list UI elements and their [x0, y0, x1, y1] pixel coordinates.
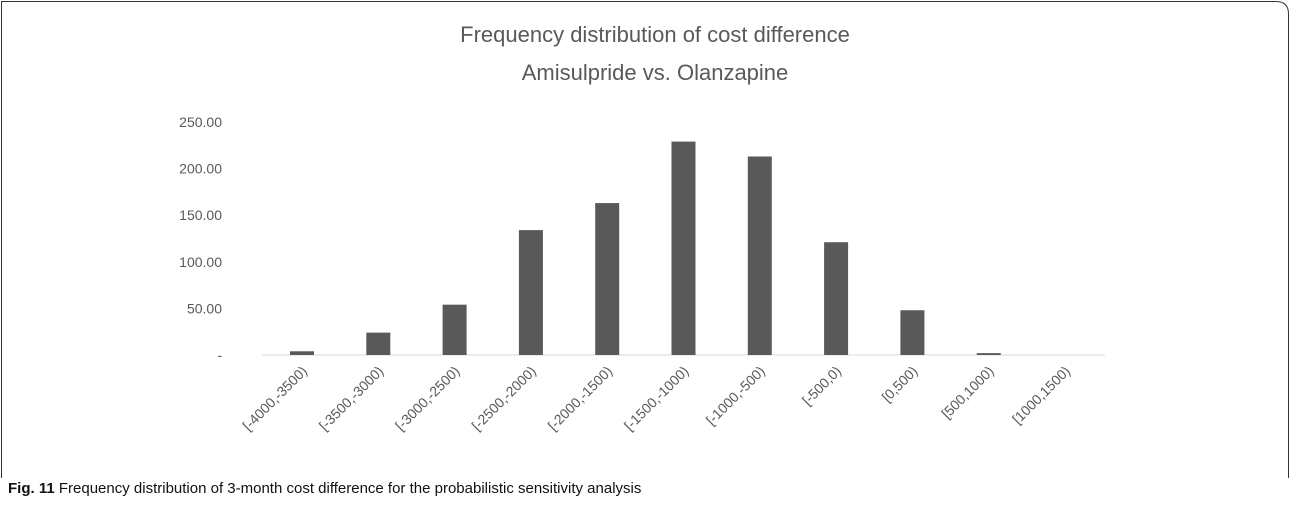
- x-tick-label: [-1500,-1000): [621, 363, 692, 434]
- y-tick-label: 100.00: [179, 254, 222, 270]
- x-tick-label: [-4000,-3500): [239, 363, 310, 434]
- caption: Fig. 11 Frequency distribution of 3-mont…: [8, 480, 641, 497]
- frame: [1, 1, 1289, 478]
- bar: [518, 230, 543, 355]
- chart-subtitle: Amisulpride vs. Olanzapine: [522, 60, 789, 85]
- x-tick-label: [-500,0): [799, 363, 844, 408]
- y-tick-label: 200.00: [179, 161, 222, 177]
- x-tick-label: [-3000,-2500): [392, 363, 463, 434]
- bar: [976, 353, 1001, 355]
- chart: Frequency distribution of cost differenc…: [1, 1, 1289, 478]
- x-tick-label: [0,500): [878, 363, 920, 405]
- caption-label: Fig. 11: [8, 480, 55, 497]
- bar: [442, 304, 467, 355]
- y-tick-label: 50.00: [187, 300, 222, 316]
- x-tick-label: [500,1000): [938, 363, 997, 422]
- x-tick-label: [1000,1500): [1009, 363, 1073, 427]
- caption-text: Frequency distribution of 3-month cost d…: [58, 480, 642, 497]
- x-tick-label: [-2500,-2000): [468, 363, 539, 434]
- x-tick-label: [-1000,-500): [703, 363, 768, 428]
- chart-title: Frequency distribution of cost differenc…: [460, 22, 850, 47]
- bar: [366, 332, 391, 355]
- bar: [824, 242, 849, 355]
- bar: [900, 310, 925, 355]
- bar: [595, 203, 620, 355]
- y-tick-label: 150.00: [179, 207, 222, 223]
- x-tick-label: [-3500,-3000): [316, 363, 387, 434]
- bar: [747, 156, 772, 355]
- bar: [290, 351, 314, 355]
- bar: [671, 141, 696, 355]
- y-tick-label: 250.00: [179, 114, 222, 130]
- x-tick-label: [-2000,-1500): [545, 363, 616, 434]
- y-tick-label: -: [217, 347, 222, 363]
